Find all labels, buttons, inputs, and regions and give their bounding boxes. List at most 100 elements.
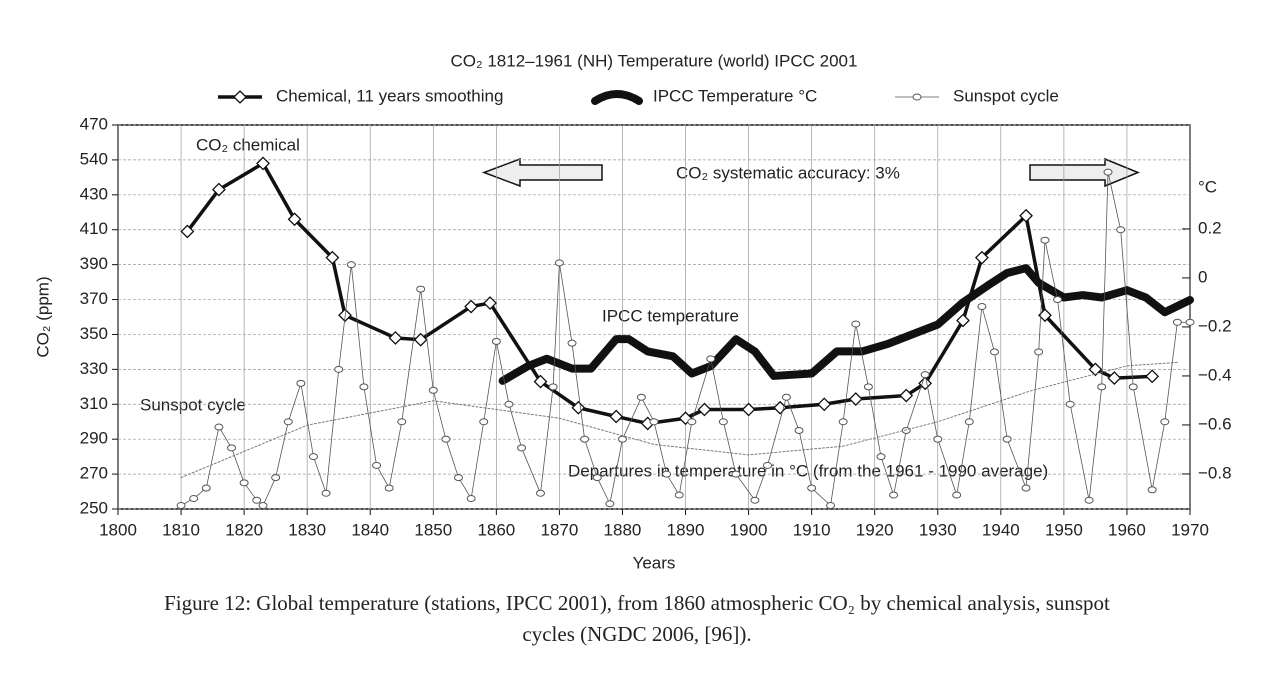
series-line xyxy=(185,161,1154,426)
marker xyxy=(817,397,832,412)
marker xyxy=(826,502,836,510)
marker xyxy=(580,435,590,443)
marker xyxy=(750,496,760,504)
marker xyxy=(636,393,646,401)
y2-tick-label: −0.6 xyxy=(1198,414,1232,433)
caption: cycles (NGDC 2006, [96]). xyxy=(522,622,751,646)
annotation: Sunspot cycle xyxy=(140,395,246,414)
marker xyxy=(454,474,464,482)
marker xyxy=(1084,496,1094,504)
marker xyxy=(912,93,922,101)
x-tick-label: 1810 xyxy=(162,520,200,539)
x-tick-label: 1800 xyxy=(99,520,137,539)
marker xyxy=(1002,435,1012,443)
marker xyxy=(974,250,989,265)
y-tick-label: 540 xyxy=(80,149,108,168)
y-tick-label: 350 xyxy=(80,324,108,343)
legend-label: Chemical, 11 years smoothing xyxy=(276,86,503,105)
chart-title: CO₂ 1812–1961 (NH) Temperature (world) I… xyxy=(451,51,858,70)
marker xyxy=(1088,362,1103,377)
marker xyxy=(956,313,970,328)
marker xyxy=(287,212,302,227)
marker xyxy=(189,495,199,503)
marker xyxy=(1065,400,1075,408)
marker xyxy=(176,502,186,510)
marker xyxy=(977,303,987,311)
x-axis-label: Years xyxy=(633,553,676,572)
marker xyxy=(1185,318,1195,326)
x-tick-label: 1840 xyxy=(351,520,389,539)
marker xyxy=(706,355,716,363)
marker xyxy=(504,400,514,408)
marker xyxy=(535,489,545,497)
marker xyxy=(807,484,817,492)
y2-tick-label: −0.4 xyxy=(1198,365,1232,384)
marker xyxy=(227,444,237,452)
x-tick-label: 1890 xyxy=(667,520,705,539)
marker xyxy=(592,474,602,482)
marker xyxy=(1019,208,1033,223)
marker xyxy=(1172,318,1182,326)
y-tick-label: 370 xyxy=(80,289,108,308)
y-tick-label: 310 xyxy=(80,394,108,413)
marker xyxy=(763,461,773,469)
marker xyxy=(1053,296,1063,304)
marker xyxy=(483,296,497,310)
marker xyxy=(384,484,394,492)
x-tick-label: 1920 xyxy=(856,520,894,539)
marker xyxy=(1116,226,1126,234)
y-tick-label: 250 xyxy=(80,498,108,517)
marker xyxy=(372,461,382,469)
marker xyxy=(617,435,627,443)
marker xyxy=(781,393,791,401)
marker xyxy=(741,402,756,417)
marker xyxy=(325,250,340,265)
y-tick-label: 410 xyxy=(80,219,108,238)
marker xyxy=(718,418,728,426)
marker xyxy=(1107,371,1122,386)
marker xyxy=(933,435,943,443)
arrow-left xyxy=(481,157,603,188)
y2-tick-label: 0.2 xyxy=(1198,218,1222,237)
marker xyxy=(388,331,403,345)
marker xyxy=(605,500,615,508)
marker xyxy=(794,426,804,434)
marker xyxy=(211,182,226,197)
y2-axis-label: °C xyxy=(1198,177,1217,196)
marker xyxy=(1034,348,1044,356)
marker xyxy=(964,418,974,426)
marker xyxy=(239,479,249,487)
x-tick-label: 1880 xyxy=(604,520,642,539)
marker xyxy=(1021,484,1031,492)
marker xyxy=(428,386,438,394)
x-tick-label: 1950 xyxy=(1045,520,1083,539)
marker xyxy=(397,418,407,426)
marker xyxy=(296,379,306,387)
marker xyxy=(441,435,451,443)
marker xyxy=(851,320,861,328)
marker xyxy=(990,348,1000,356)
marker xyxy=(731,470,741,478)
y-tick-label: 290 xyxy=(80,429,108,448)
marker xyxy=(346,261,356,269)
x-tick-label: 1900 xyxy=(730,520,768,539)
marker xyxy=(889,491,899,499)
legend-label: Sunspot cycle xyxy=(953,86,1059,105)
marker xyxy=(491,337,501,345)
y-axis-label: CO₂ (ppm) xyxy=(33,276,52,357)
marker xyxy=(876,453,886,461)
marker xyxy=(533,374,548,389)
x-tick-label: 1850 xyxy=(414,520,452,539)
marker xyxy=(571,400,586,415)
y-tick-label: 430 xyxy=(80,184,108,203)
arrow-right xyxy=(1029,157,1140,188)
legend-label: IPCC Temperature °C xyxy=(653,86,817,105)
series-line xyxy=(498,264,1194,385)
x-tick-label: 1970 xyxy=(1171,520,1209,539)
y-tick-label: 390 xyxy=(80,254,108,273)
marker xyxy=(554,259,564,267)
marker xyxy=(863,383,873,391)
annotation: IPCC temperature xyxy=(602,306,739,325)
marker xyxy=(697,402,712,417)
marker xyxy=(838,418,848,426)
